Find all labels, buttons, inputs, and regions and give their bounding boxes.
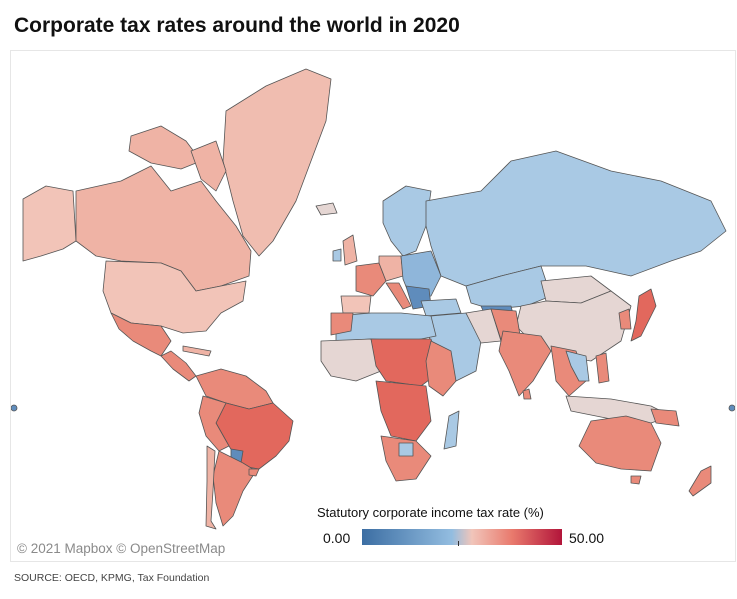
kazakhstan[interactable] (465, 265, 552, 310)
central-america[interactable] (160, 350, 197, 382)
central-africa[interactable] (375, 380, 432, 442)
edge-marker-left (11, 404, 18, 412)
botswana[interactable] (398, 442, 414, 457)
greenland[interactable] (222, 68, 332, 257)
southern-africa[interactable] (380, 435, 432, 482)
uruguay[interactable] (248, 468, 260, 477)
east-africa[interactable] (425, 340, 457, 397)
legend-tick (458, 541, 459, 546)
canada[interactable] (75, 165, 252, 292)
germany-benelux[interactable] (378, 255, 404, 282)
peru-bolivia[interactable] (198, 395, 230, 452)
tasmania[interactable] (630, 475, 642, 485)
japan[interactable] (630, 288, 657, 342)
argentina[interactable] (212, 450, 257, 527)
map-frame[interactable]: © 2021 Mapbox © OpenStreetMap Statutory … (10, 50, 736, 562)
korea[interactable] (618, 308, 632, 330)
legend-min-label: 0.00 (323, 530, 351, 546)
philippines[interactable] (595, 352, 610, 384)
madagascar[interactable] (443, 410, 460, 450)
legend-max-label: 50.00 (569, 530, 605, 546)
scandinavia[interactable] (382, 185, 432, 257)
spain-portugal[interactable] (340, 295, 372, 314)
ireland[interactable] (332, 248, 342, 262)
source-note: SOURCE: OECD, KPMG, Tax Foundation (14, 572, 210, 584)
turkey[interactable] (420, 298, 462, 317)
uk[interactable] (342, 234, 358, 266)
edge-marker-right (728, 404, 735, 412)
world-map[interactable] (11, 51, 735, 561)
new-zealand[interactable] (688, 465, 712, 497)
arctic-islands[interactable] (128, 125, 202, 170)
sri-lanka[interactable] (522, 388, 532, 400)
russia[interactable] (425, 150, 727, 287)
india[interactable] (498, 330, 552, 397)
italy[interactable] (385, 282, 412, 310)
morocco[interactable] (330, 312, 354, 336)
france[interactable] (355, 262, 387, 297)
iceland[interactable] (315, 202, 338, 216)
page-title: Corporate tax rates around the world in … (14, 14, 460, 37)
baffin-island[interactable] (190, 140, 227, 192)
alaska[interactable] (22, 185, 77, 262)
legend-color-scale (362, 529, 562, 545)
vietnam-cambodia[interactable] (565, 350, 590, 382)
caribbean[interactable] (182, 345, 212, 357)
australia[interactable] (578, 415, 662, 472)
legend-title: Statutory corporate income tax rate (%) (317, 505, 544, 520)
map-attribution[interactable]: © 2021 Mapbox © OpenStreetMap (17, 541, 226, 556)
chile[interactable] (205, 445, 217, 530)
papua-new-guinea[interactable] (650, 408, 680, 427)
